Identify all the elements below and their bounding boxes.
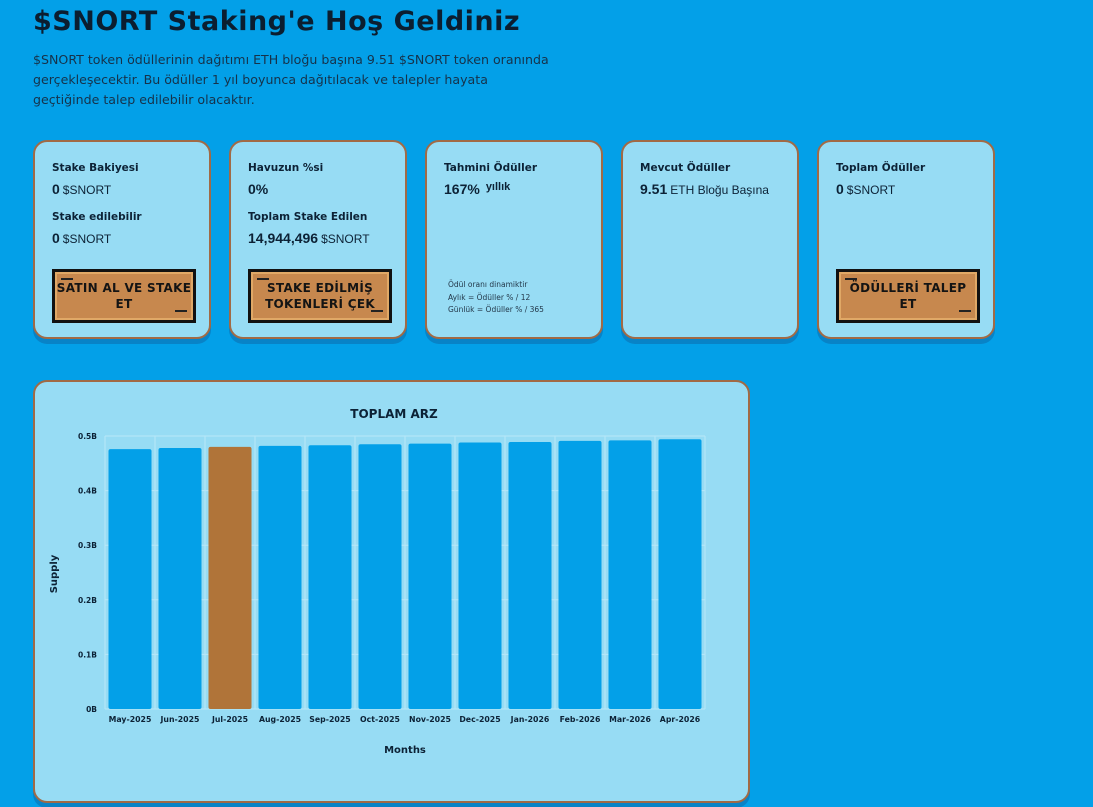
total-supply-chart: TOPLAM ARZ Months Supply 0B0.1B0.2B0.3B0… [49,407,706,756]
bar-aug-2025[interactable] [258,445,302,709]
reward-rate-note: Ödül oranı dinamiktir Aylık = Ödüller % … [448,279,544,317]
x-tick-label: Oct-2025 [360,715,400,724]
current-rewards-card: Mevcut Ödüller 9.51 ETH Bloğu Başına [621,140,799,339]
y-tick-label: 0B [86,705,97,714]
stakeable-amount: 0 [52,230,60,246]
x-tick-label: Jun-2025 [160,715,200,724]
stakeable-unit: $SNORT [62,232,112,246]
x-tick-label: May-2025 [109,715,152,724]
total-staked-unit: $SNORT [321,232,370,246]
pool-share-value: 0% [248,181,269,197]
bar-jan-2026[interactable] [508,442,552,709]
y-tick-label: 0.4B [78,487,97,496]
withdraw-staked-button[interactable]: STAKE EDİLMİŞ TOKENLERİ ÇEK [248,269,392,323]
note-line-3: Günlük = Ödüller % / 365 [448,305,544,314]
chart-y-axis-label: Supply [49,554,60,593]
current-rewards-label: Mevcut Ödüller [640,162,731,174]
chart-x-axis-label: Months [384,745,426,756]
claim-rewards-button[interactable]: ÖDÜLLERİ TALEP ET [836,269,980,323]
stake-balance-unit: $SNORT [62,183,112,197]
total-staked-label: Toplam Stake Edilen [248,211,368,223]
x-tick-label: Sep-2025 [309,715,350,724]
bar-apr-2026[interactable] [658,439,702,709]
chart-y-ticks: 0B 0.1B 0.2B 0.3B 0.4B 0.5B [78,432,97,714]
stake-balance-amount: 0 [52,181,60,197]
bar-mar-2026[interactable] [608,440,652,709]
page-title: $SNORT Staking'e Hoş Geldiniz [33,6,521,37]
stake-balance-card: Stake Bakiyesi 0 $SNORT Stake edilebilir … [33,140,211,339]
bar-oct-2025[interactable] [358,444,402,709]
intro-text: $SNORT token ödüllerinin dağıtımı ETH bl… [33,52,549,107]
bar-dec-2025[interactable] [458,442,502,709]
x-tick-label: Jan-2026 [510,715,550,724]
buy-and-stake-button[interactable]: SATIN AL VE STAKE ET [52,269,196,323]
bar-nov-2025[interactable] [408,443,452,709]
current-rewards-value: 9.51 ETH Bloğu Başına [640,181,783,197]
pool-share-label: Havuzun %si [248,162,324,174]
bar-jun-2025[interactable] [158,448,202,709]
chart-bars [108,439,702,709]
current-rewards-amount: 9.51 [640,181,668,197]
total-rewards-label: Toplam Ödüller [836,162,926,174]
bar-sep-2025[interactable] [308,445,352,709]
total-rewards-value: 0 $SNORT [836,181,979,197]
chart-title: TOPLAM ARZ [350,407,438,421]
stake-balance-label: Stake Bakiyesi [52,162,139,174]
estimated-rewards-label: Tahmini Ödüller [444,162,538,174]
total-rewards-unit: $SNORT [846,183,896,197]
total-rewards-card: Toplam Ödüller 0 $SNORT ÖDÜLLERİ TALEP ET [817,140,995,339]
total-staked-value: 14,944,496 $SNORT [248,230,391,246]
bar-may-2025[interactable] [108,449,152,709]
estimated-rewards-amount: 167% [444,181,480,197]
x-tick-label: Apr-2026 [660,715,700,724]
stakeable-value: 0 $SNORT [52,230,195,246]
estimated-rewards-value: 167% yıllık [444,181,587,197]
current-rewards-unit: ETH Bloğu Başına [670,183,769,197]
note-line-1: Ödül oranı dinamiktir [448,280,528,289]
y-tick-label: 0.3B [78,541,97,550]
note-line-2: Aylık = Ödüller % / 12 [448,292,531,302]
total-staked-amount: 14,944,496 [248,230,319,246]
total-supply-chart-card: TOPLAM ARZ Months Supply 0B 0.1B 0.2B 0.3B 0… [33,380,750,803]
chart-grid [104,435,706,710]
x-tick-label: Jul-2025 [211,715,248,724]
stakeable-label: Stake edilebilir [52,211,142,223]
pool-card: Havuzun %si 0% Toplam Stake Edilen 14,94… [229,140,407,339]
x-tick-label: Nov-2025 [409,715,451,724]
chart-x-ticks: May-2025 Jun-2025 Jul-2025 Aug-2025 Sep-2025… [109,715,701,724]
x-tick-label: Feb-2026 [560,715,601,724]
y-tick-label: 0.2B [78,596,97,605]
bar-jul-2025[interactable] [208,446,252,709]
estimated-rewards-card: Tahmini Ödüller 167% yıllık Ödül oranı di… [425,140,603,339]
x-tick-label: Dec-2025 [459,715,500,724]
y-tick-label: 0.5B [78,432,97,441]
total-rewards-amount: 0 [836,181,844,197]
y-tick-label: 0.1B [78,650,97,659]
estimated-rewards-suffix: yıllık [485,181,511,193]
x-tick-label: Mar-2026 [609,715,651,724]
stake-balance-value: 0 $SNORT [52,181,195,197]
bar-feb-2026[interactable] [558,440,602,709]
x-tick-label: Aug-2025 [259,715,301,724]
